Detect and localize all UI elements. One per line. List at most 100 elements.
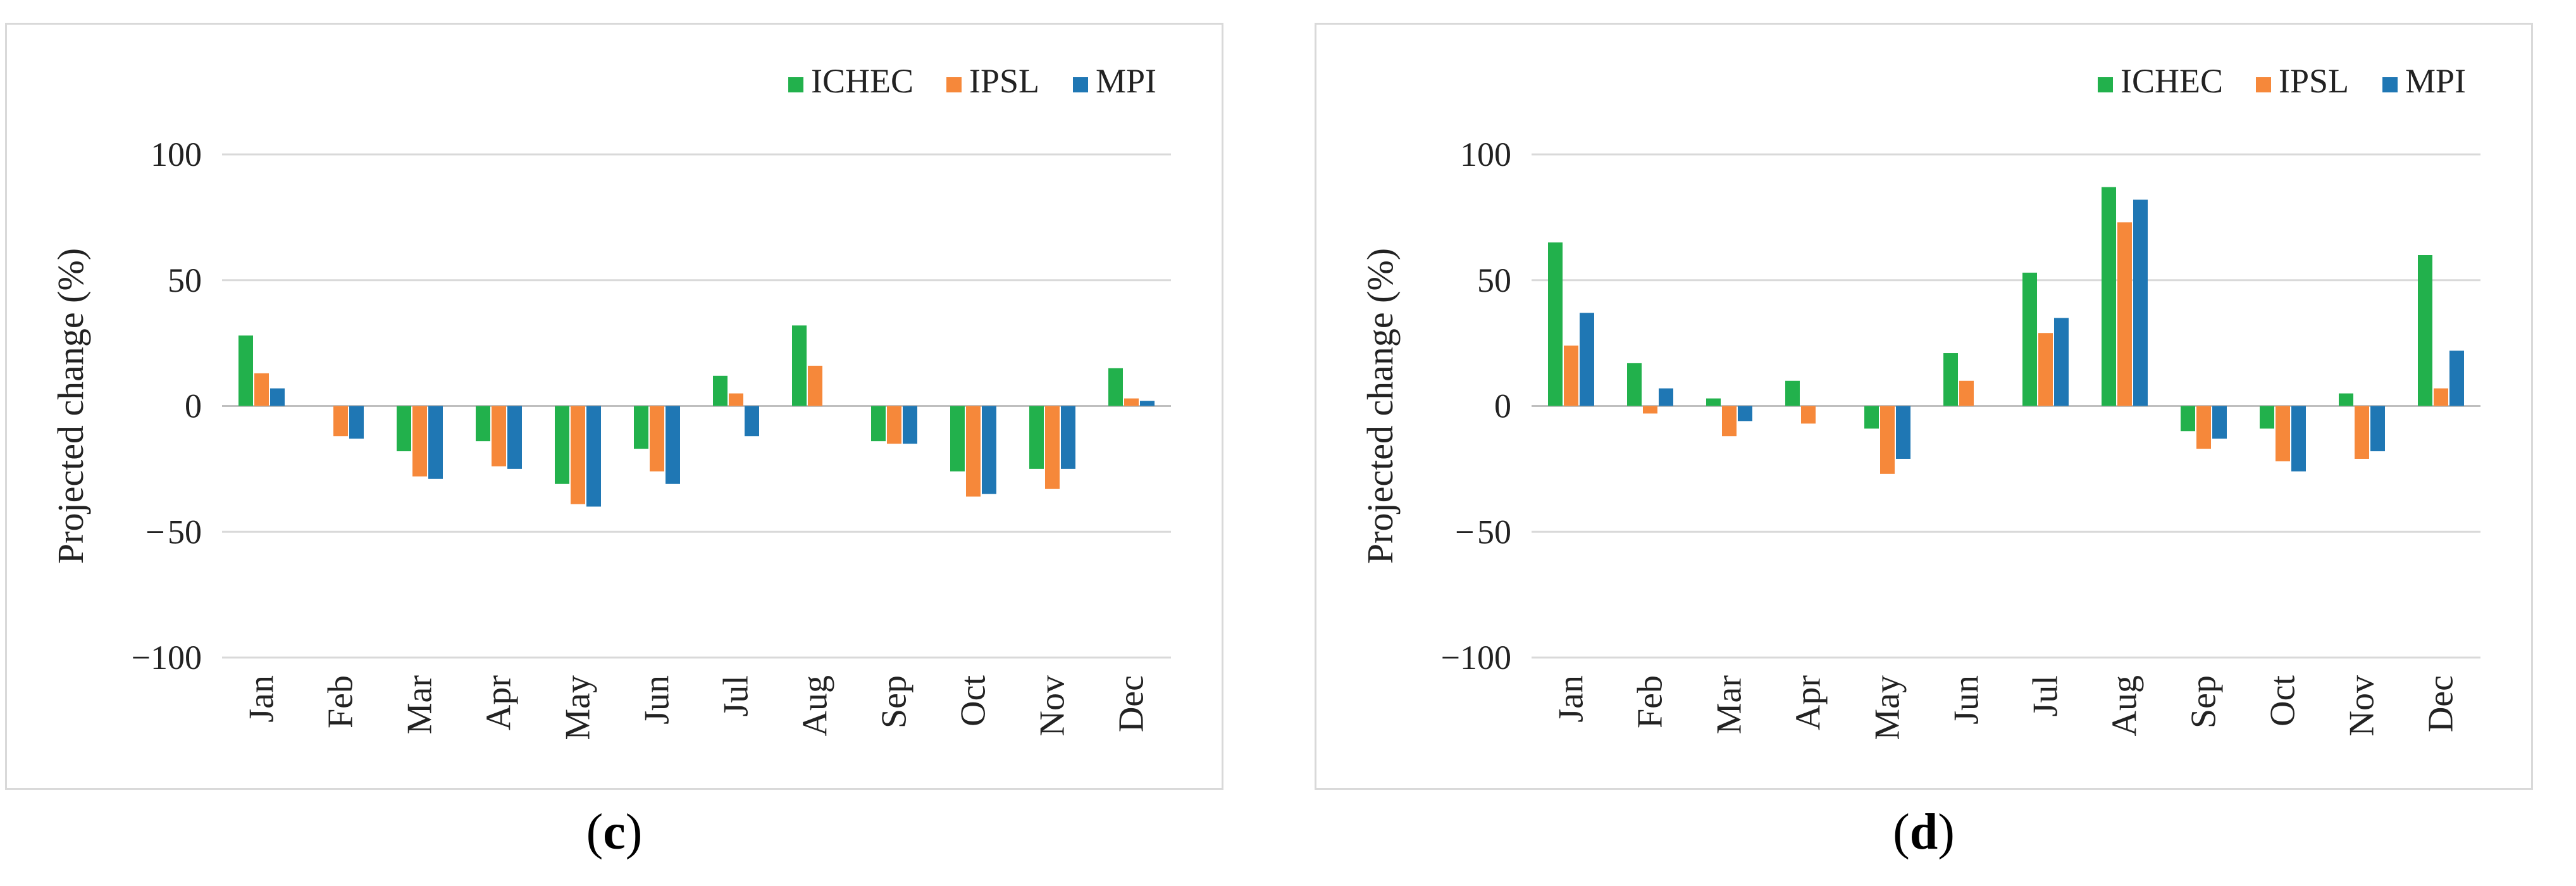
x-tick-label: Feb [1631, 675, 1670, 728]
bar-ichec-dec [1108, 368, 1123, 406]
x-tick-label: Dec [2422, 675, 2461, 732]
legend-label-mpi: MPI [1096, 62, 1156, 100]
bar-mpi-jul [745, 406, 759, 437]
bar-mpi-sep [2212, 406, 2227, 439]
caption-c: (c) [586, 804, 643, 860]
bar-ipsl-apr [492, 406, 506, 466]
y-axis-label: Projected change (%) [1359, 248, 1401, 564]
x-tick-label: Oct [954, 675, 993, 727]
caption-d: (d) [1893, 804, 1955, 860]
bar-ipsl-feb [1643, 406, 1657, 414]
legend-swatch-ichec [2098, 77, 2113, 92]
chart-panel-d: 100 50 0 − 50 −100 Projected change (%) Jan Feb… [1315, 23, 2533, 790]
bar-ichec-jan [1548, 242, 1563, 406]
bar-ipsl-jul [729, 393, 743, 406]
y-tick-label: − 50 [146, 513, 202, 551]
bar-mpi-may [586, 406, 601, 507]
bar-ichec-feb [1627, 363, 1642, 406]
bar-chart-c: 100 50 0 − 50 −100 Projected change (%) Jan Feb… [50, 62, 1171, 740]
bar-ichec-mar [1706, 398, 1721, 406]
x-tick-label: Jan [242, 675, 282, 723]
x-tick-label: May [1868, 675, 1907, 740]
legend-label-ipsl: IPSL [2279, 62, 2349, 100]
legend-label-ichec: ICHEC [2121, 62, 2223, 100]
bar-mpi-oct [982, 406, 996, 494]
bar-ichec-sep [2181, 406, 2195, 432]
bar-ipsl-aug [2117, 222, 2132, 406]
bar-ichec-jan [238, 335, 253, 406]
legend-swatch-ichec [788, 77, 803, 92]
y-tick-label: −100 [1441, 639, 1511, 677]
bar-mpi-dec [2449, 351, 2464, 406]
y-tick-label: 50 [168, 261, 202, 299]
bar-mpi-oct [2291, 406, 2306, 471]
x-tick-label: Apr [480, 675, 519, 730]
bar-ipsl-oct [2276, 406, 2290, 461]
bar-ipsl-aug [808, 365, 822, 406]
y-tick-label: 0 [1494, 387, 1511, 425]
bar-ichec-apr [1785, 380, 1800, 406]
y-tick-label: 100 [1460, 135, 1511, 173]
bar-mpi-sep [903, 406, 917, 444]
x-tick-label: Nov [2343, 675, 2382, 736]
legend-label-ichec: ICHEC [811, 62, 913, 100]
bar-mpi-dec [1140, 401, 1155, 406]
bar-mpi-jun [666, 406, 680, 484]
bar-ipsl-oct [966, 406, 981, 497]
bar-ipsl-sep [2196, 406, 2211, 449]
bar-ipsl-jul [2038, 333, 2053, 406]
y-axis-label: Projected change (%) [50, 248, 91, 564]
chart-panel-c: 100 50 0 − 50 −100 Projected change (%) Jan Feb… [5, 23, 1223, 790]
bar-ichec-may [1864, 406, 1879, 429]
legend-swatch-ipsl [2256, 77, 2271, 92]
bar-mpi-aug [2133, 199, 2148, 406]
x-tick-label: Jul [2026, 675, 2065, 716]
legend-swatch-mpi [2382, 77, 2398, 92]
legend-swatch-ipsl [946, 77, 962, 92]
bar-ichec-apr [476, 406, 490, 442]
x-tick-label: Dec [1112, 675, 1151, 732]
bar-ipsl-sep [887, 406, 901, 444]
bar-ipsl-nov [1045, 406, 1060, 489]
bar-ipsl-jan [1564, 346, 1578, 406]
legend-label-mpi: MPI [2405, 62, 2466, 100]
bar-mpi-jan [270, 388, 285, 406]
x-tick-label: Feb [321, 675, 361, 728]
bar-ichec-sep [871, 406, 886, 442]
x-tick-label: Apr [1789, 675, 1828, 730]
bar-ichec-oct [950, 406, 965, 471]
bar-mpi-feb [349, 406, 364, 439]
bar-ipsl-mar [412, 406, 427, 477]
x-tick-label: Jun [638, 675, 677, 725]
bar-ipsl-dec [2434, 388, 2448, 406]
bar-ichec-aug [2102, 187, 2116, 406]
bar-chart-d: 100 50 0 − 50 −100 Projected change (%) Jan Feb… [1359, 62, 2480, 740]
x-tick-label: Nov [1033, 675, 1072, 736]
bar-ichec-jun [634, 406, 648, 449]
x-tick-label: Aug [796, 675, 835, 736]
x-tick-label: Oct [2263, 675, 2303, 727]
x-tick-label: Sep [875, 675, 914, 728]
bar-ichec-mar [397, 406, 411, 452]
x-tick-label: Aug [2105, 675, 2145, 736]
bar-ipsl-jan [254, 373, 269, 406]
bar-ipsl-feb [333, 406, 348, 437]
bar-mpi-jul [2054, 318, 2069, 406]
bar-ipsl-nov [2355, 406, 2369, 459]
bar-ichec-nov [2339, 393, 2353, 406]
bar-mpi-feb [1659, 388, 1673, 406]
bar-ichec-jul [713, 375, 728, 406]
bar-ichec-dec [2418, 255, 2432, 406]
bar-mpi-apr [507, 406, 522, 469]
legend-label-ipsl: IPSL [969, 62, 1039, 100]
bar-ichec-oct [2260, 406, 2274, 429]
bar-mpi-mar [428, 406, 443, 479]
bar-ichec-jul [2022, 272, 2037, 406]
bar-ichec-jun [1943, 353, 1958, 406]
bar-ipsl-jun [650, 406, 664, 471]
x-tick-label: Mar [1710, 675, 1749, 735]
legend-swatch-mpi [1073, 77, 1088, 92]
bar-mpi-mar [1738, 406, 1752, 421]
x-tick-label: Mar [400, 675, 440, 735]
x-tick-label: Jan [1552, 675, 1591, 723]
